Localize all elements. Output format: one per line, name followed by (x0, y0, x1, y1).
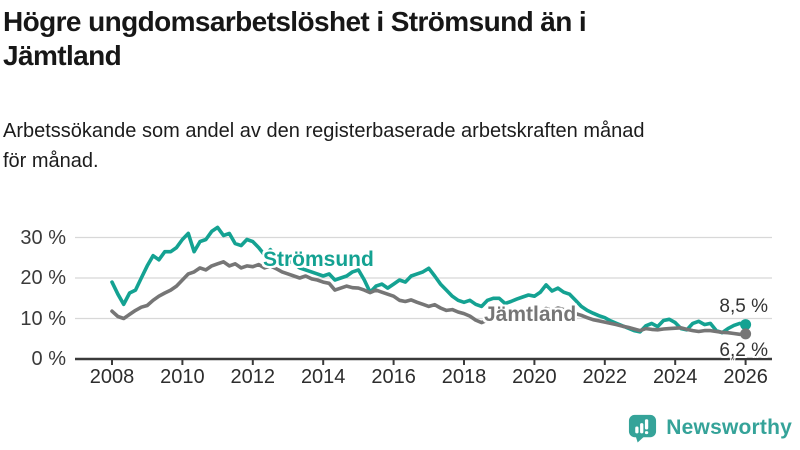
x-axis-label: 2008 (89, 366, 135, 388)
x-axis-label: 2018 (441, 366, 487, 388)
newsworthy-logo[interactable]: Newsworthy (627, 412, 792, 443)
y-axis-label: 30 % (20, 226, 66, 249)
y-axis-label: 20 % (20, 267, 66, 289)
x-axis-label: 2010 (160, 366, 205, 388)
page-title: Högre ungdomsarbetslöshet i Strömsund än… (3, 6, 587, 71)
series-end-dot-jämtland (740, 328, 752, 340)
x-axis-label: 2026 (723, 366, 768, 388)
y-axis-label: 0 % (31, 348, 66, 370)
x-axis-label: 2020 (512, 366, 557, 388)
page-subtitle: Arbetssökande som andel av den registerb… (3, 120, 645, 172)
x-axis-label: 2016 (371, 366, 416, 388)
brand-name: Newsworthy (666, 415, 792, 439)
end-value-label-jamtland: 6,2 % (719, 340, 768, 361)
series-line-jämtland (110, 259, 748, 337)
x-axis-label: 2012 (230, 366, 276, 388)
end-value-label-stromsund: 8,5 % (719, 296, 768, 317)
y-axis-label: 10 % (20, 307, 66, 330)
x-axis-label: 2014 (300, 366, 346, 388)
series-line-strömsund (110, 225, 748, 335)
x-axis-label: 2024 (652, 366, 698, 388)
x-axis-label: 2022 (582, 366, 628, 388)
series-label-jamtland: Jämtland (484, 303, 577, 326)
series-end-dot-strömsund (740, 319, 752, 331)
bar-chart-speech-bubble-icon (629, 414, 657, 443)
series-label-stromsund: Strömsund (263, 248, 374, 271)
